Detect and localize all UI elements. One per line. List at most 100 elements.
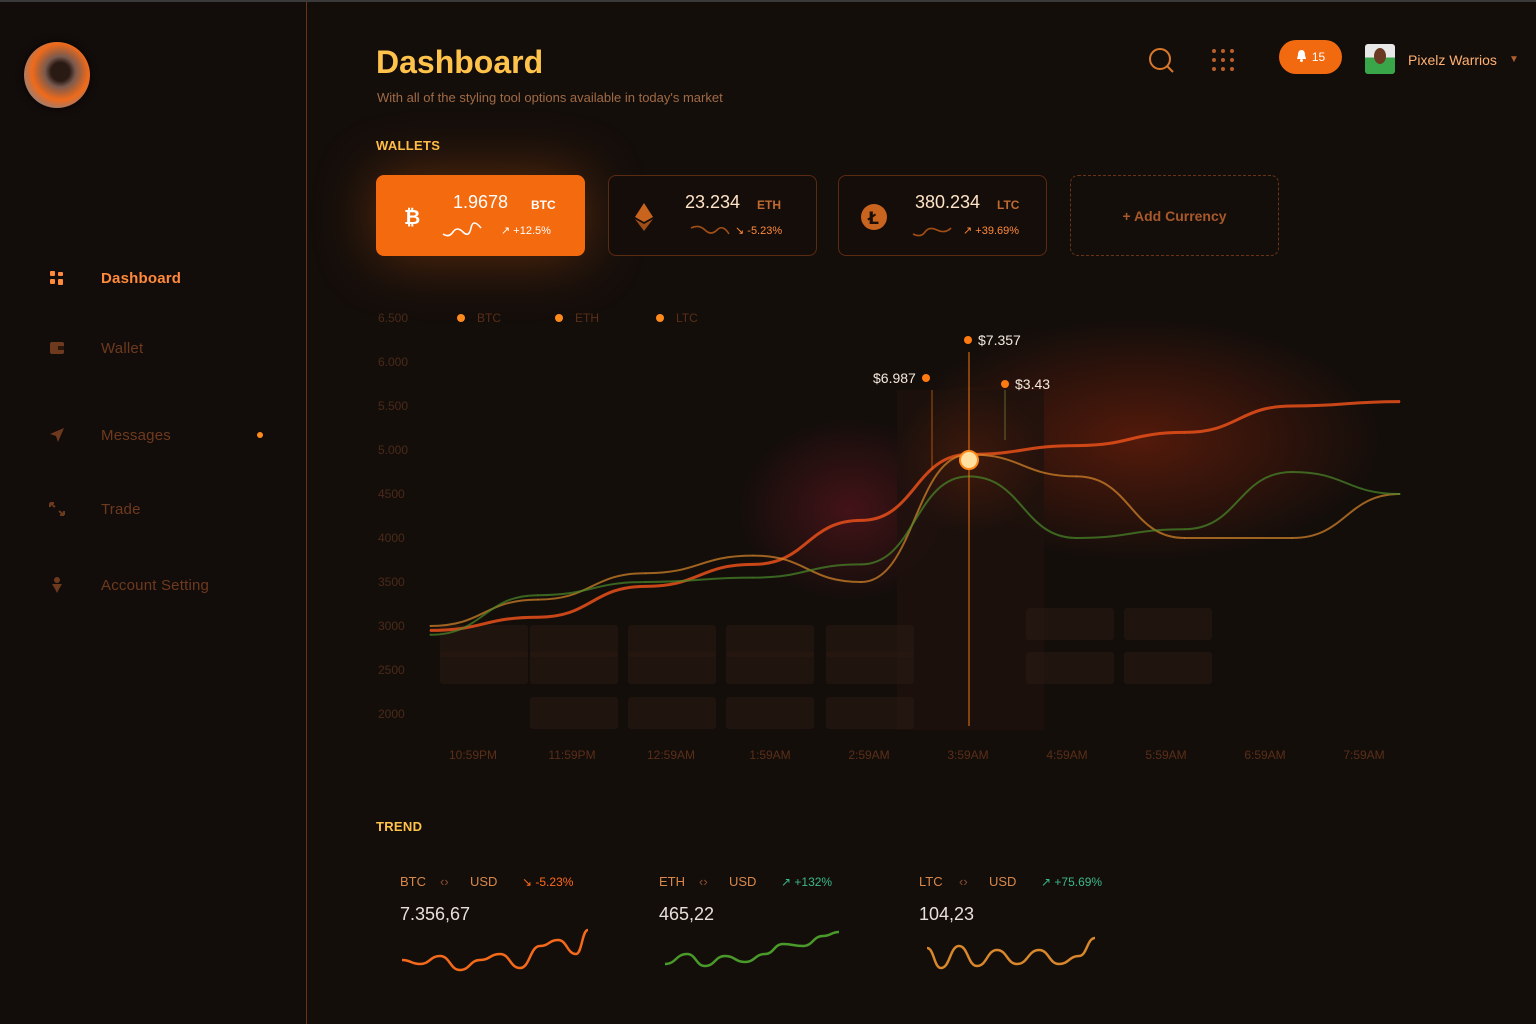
wallet-value: 380.234 bbox=[915, 192, 981, 212]
price-chart[interactable]: 6.500 6.000 5.500 5.000 4500 4000 3500 3000 2500… bbox=[340, 290, 1536, 780]
wallet-sparkline bbox=[690, 225, 730, 235]
data-point bbox=[752, 577, 754, 579]
y-tick-label: 5.500 bbox=[378, 399, 408, 413]
series-line-eth bbox=[429, 453, 1401, 627]
tooltip-value: $3.43 bbox=[1015, 376, 1051, 392]
trend-change: ↗ +132% bbox=[781, 874, 833, 889]
tooltip-ltc: $3.43 bbox=[1001, 376, 1050, 392]
legend-dot bbox=[656, 314, 664, 322]
grid-cell bbox=[530, 625, 618, 657]
y-tick-label: 5.000 bbox=[378, 443, 408, 457]
grid-cell bbox=[1026, 652, 1114, 684]
grid-cell bbox=[826, 697, 914, 729]
swap-icon: ‹› bbox=[959, 874, 968, 889]
x-tick-label: 1:59AM bbox=[749, 748, 790, 762]
background-grid-cells bbox=[440, 608, 1212, 729]
wallet-sparkline bbox=[442, 222, 482, 237]
tooltip-dot bbox=[921, 374, 930, 382]
user-name[interactable]: Pixelz Warrios bbox=[1408, 52, 1497, 68]
grid-cell bbox=[726, 652, 814, 684]
trend-heading: TREND bbox=[376, 819, 423, 834]
window-top-border bbox=[0, 0, 1536, 2]
data-point bbox=[537, 594, 539, 596]
ethereum-icon bbox=[629, 202, 659, 232]
data-point bbox=[1076, 475, 1078, 477]
grid-cell bbox=[1124, 608, 1212, 640]
data-point bbox=[429, 634, 431, 636]
data-point bbox=[1291, 471, 1293, 473]
page-subtitle: With all of the styling tool options ava… bbox=[377, 90, 723, 105]
trend-change: ↗ +75.69% bbox=[1041, 874, 1103, 889]
wallet-sparkline bbox=[912, 227, 952, 237]
data-point bbox=[429, 629, 431, 631]
trend-card-ltc[interactable]: LTC ‹› USD ↗ +75.69% 104,23 bbox=[919, 860, 1159, 990]
add-currency-button[interactable]: + Add Currency bbox=[1070, 175, 1279, 256]
grid-cell bbox=[628, 625, 716, 657]
avatar[interactable] bbox=[1365, 44, 1395, 74]
trend-card-btc[interactable]: BTC ‹› USD ↘ -5.23% 7.356,67 bbox=[400, 860, 640, 990]
grid-cell bbox=[440, 625, 528, 657]
tooltip-dot bbox=[964, 336, 972, 344]
sparkline-path bbox=[401, 928, 589, 972]
data-point bbox=[860, 581, 862, 583]
app-logo[interactable] bbox=[24, 42, 90, 108]
sidebar-item-messages[interactable]: Messages bbox=[0, 415, 306, 455]
x-tick-label: 2:59AM bbox=[848, 748, 889, 762]
wallet-value: 1.9678 bbox=[453, 192, 509, 212]
sidebar-item-dashboard[interactable]: Dashboard bbox=[0, 258, 306, 298]
data-point bbox=[537, 599, 539, 601]
data-point bbox=[1076, 537, 1078, 539]
trend-change-value: +75.69% bbox=[1054, 874, 1103, 889]
trade-arrows-icon bbox=[48, 500, 66, 518]
trend-sparkline bbox=[401, 928, 589, 972]
grid-cell bbox=[628, 652, 716, 684]
apps-grid-icon[interactable] bbox=[1210, 46, 1238, 74]
trend-from: LTC bbox=[919, 874, 943, 889]
y-tick-label: 4500 bbox=[378, 487, 405, 501]
data-point bbox=[860, 519, 862, 521]
sidebar-item-trade[interactable]: Trade bbox=[0, 489, 306, 529]
y-tick-label: 2000 bbox=[378, 707, 405, 721]
trend-sparkline bbox=[926, 936, 1096, 970]
grid-cell bbox=[826, 625, 914, 657]
trend-value: 104,23 bbox=[919, 904, 975, 924]
highlight-point[interactable] bbox=[959, 450, 979, 470]
chart-legend: BTC ETH LTC bbox=[457, 311, 698, 325]
legend-label: LTC bbox=[676, 311, 698, 325]
highlight-marker[interactable] bbox=[931, 352, 1006, 726]
person-icon bbox=[48, 576, 66, 594]
wallet-card-eth[interactable]: 23.234 ETH ↘ -5.23% bbox=[608, 175, 817, 256]
data-point bbox=[1183, 537, 1185, 539]
x-tick-label: 4:59AM bbox=[1046, 748, 1087, 762]
trend-to: USD bbox=[729, 874, 757, 889]
wallet-unit: ETH bbox=[757, 198, 781, 212]
grid-cell bbox=[530, 652, 618, 684]
unread-dot bbox=[257, 432, 263, 438]
sidebar-item-label: Trade bbox=[101, 500, 141, 518]
tooltip-value: $7.357 bbox=[978, 332, 1021, 348]
data-point bbox=[645, 585, 647, 587]
bitcoin-icon: ₿ bbox=[397, 202, 427, 232]
wallet-icon bbox=[48, 339, 66, 357]
sidebar-item-wallet[interactable]: Wallet bbox=[0, 328, 306, 368]
trend-pair: ETH ‹› USD ↗ +132% bbox=[659, 874, 832, 889]
notifications-button[interactable]: 15 bbox=[1279, 40, 1342, 74]
litecoin-icon: Ł bbox=[859, 202, 889, 232]
wallet-unit: LTC bbox=[997, 198, 1020, 212]
wallet-card-btc[interactable]: ₿ 1.9678 BTC ↗ +12.5% bbox=[376, 175, 585, 256]
chevron-down-icon[interactable]: ▼ bbox=[1509, 54, 1519, 65]
wallet-card-ltc[interactable]: Ł 380.234 LTC ↗ +39.69% bbox=[838, 175, 1047, 256]
sidebar-item-account-setting[interactable]: Account Setting bbox=[0, 565, 306, 605]
x-tick-label: 3:59AM bbox=[947, 748, 988, 762]
notification-count: 15 bbox=[1311, 50, 1326, 64]
data-point bbox=[1183, 431, 1185, 433]
sparkline-path bbox=[926, 936, 1096, 970]
highlight-band bbox=[897, 390, 1044, 730]
trend-pair: LTC ‹› USD ↗ +75.69% bbox=[919, 874, 1102, 889]
x-tick-label: 11:59PM bbox=[548, 748, 595, 762]
trend-card-eth[interactable]: ETH ‹› USD ↗ +132% 465,22 bbox=[659, 860, 899, 990]
search-icon[interactable] bbox=[1146, 46, 1176, 76]
series-line-btc bbox=[429, 400, 1401, 632]
data-point bbox=[860, 563, 862, 565]
tooltip-eth: $7.357 bbox=[964, 332, 1021, 348]
